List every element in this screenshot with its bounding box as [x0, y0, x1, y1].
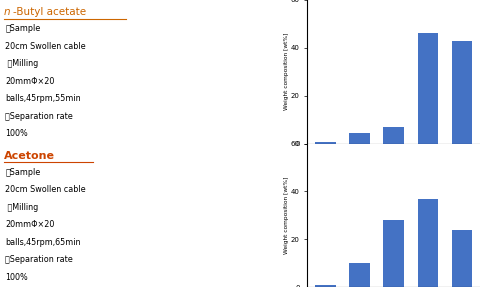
Text: ・Sample: ・Sample	[5, 168, 40, 177]
Text: ・Milling: ・Milling	[5, 59, 38, 68]
Text: 20mmΦ×20: 20mmΦ×20	[5, 77, 55, 86]
Bar	[349, 263, 370, 287]
Text: 20cm Swollen cable: 20cm Swollen cable	[5, 185, 86, 194]
Bar	[418, 199, 438, 287]
Text: -Butyl acetate: -Butyl acetate	[13, 7, 86, 17]
Text: ・Sample: ・Sample	[5, 24, 40, 33]
Bar	[315, 285, 336, 287]
Bar	[452, 41, 472, 144]
Y-axis label: Weight composition [wt%]: Weight composition [wt%]	[284, 33, 289, 110]
Bar	[349, 133, 370, 144]
Text: ・Separation rate: ・Separation rate	[5, 255, 73, 264]
Bar	[418, 34, 438, 144]
Bar	[384, 220, 404, 287]
Bar	[384, 127, 404, 144]
Text: 100%: 100%	[5, 129, 28, 138]
Y-axis label: Weight composition [wt%]: Weight composition [wt%]	[284, 177, 289, 254]
Text: n: n	[4, 7, 11, 17]
Bar	[315, 142, 336, 144]
Text: balls,45rpm,65min: balls,45rpm,65min	[5, 238, 81, 247]
Text: ・Separation rate: ・Separation rate	[5, 112, 73, 121]
Text: ・Milling: ・Milling	[5, 203, 38, 212]
Text: 20mmΦ×20: 20mmΦ×20	[5, 220, 55, 229]
Text: 100%: 100%	[5, 273, 28, 282]
Text: 20cm Swollen cable: 20cm Swollen cable	[5, 42, 86, 51]
X-axis label: Cu wire length distribution range (cm): Cu wire length distribution range (cm)	[330, 180, 457, 187]
Text: balls,45rpm,55min: balls,45rpm,55min	[5, 94, 81, 103]
Bar	[452, 230, 472, 287]
Text: Acetone: Acetone	[4, 151, 55, 161]
